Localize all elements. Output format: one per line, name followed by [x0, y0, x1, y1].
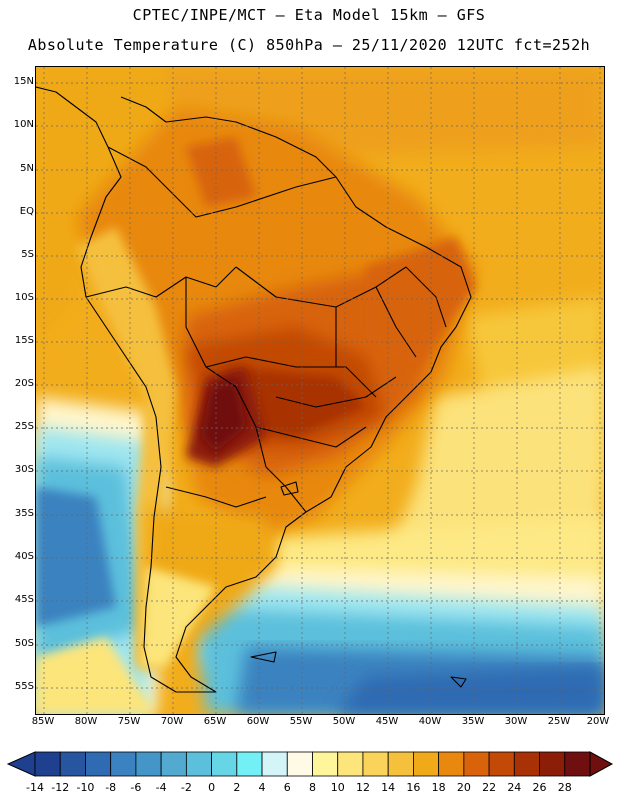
lat-label: 5N [20, 163, 34, 174]
lat-label: 10S [14, 292, 34, 303]
colorbar-swatch [85, 751, 112, 777]
colorbar-tick-label: 14 [381, 781, 396, 794]
colorbar-min-arrow [6, 751, 36, 777]
lat-label: EQ [19, 206, 34, 217]
colorbar-swatch [59, 751, 86, 777]
colorbar-tick-label: 0 [208, 781, 216, 794]
colorbar-swatch [34, 751, 61, 777]
colorbar-tick-label: 4 [258, 781, 266, 794]
colorbar-tick-label: -4 [155, 781, 167, 794]
lon-label: 40W [418, 716, 442, 727]
colorbar-swatch [185, 751, 212, 777]
lat-label: 45S [14, 594, 34, 605]
temperature-field [36, 67, 604, 714]
colorbar-swatch [564, 751, 591, 777]
colorbar-tick-label: -12 [51, 781, 70, 794]
lon-label: 55W [289, 716, 313, 727]
colorbar-swatch [211, 751, 238, 777]
colorbar-tick-label: 24 [507, 781, 522, 794]
colorbar-tick-label: 28 [557, 781, 572, 794]
colorbar-swatch [160, 751, 187, 777]
colorbar-swatch [362, 751, 389, 777]
lat-label: 15N [13, 76, 34, 87]
lon-label: 25W [547, 716, 571, 727]
lat-label: 15S [14, 335, 34, 346]
colorbar-swatch [261, 751, 288, 777]
colorbar-tick-label: 12 [355, 781, 370, 794]
map-subtitle: Absolute Temperature (C) 850hPa – 25/11/… [27, 36, 591, 54]
lon-label: 85W [31, 716, 55, 727]
lon-label: 20W [586, 716, 610, 727]
lon-label: 45W [375, 716, 399, 727]
lat-label: 25S [14, 421, 34, 432]
lat-label: 40S [14, 551, 34, 562]
lat-label: 55S [14, 681, 34, 692]
colorbar-tick-label: 2 [233, 781, 241, 794]
colorbar-swatch [286, 751, 313, 777]
colorbar-max-arrow [589, 751, 614, 777]
colorbar-swatch [539, 751, 566, 777]
colorbar-tick-label: 6 [283, 781, 291, 794]
colorbar-swatch [438, 751, 465, 777]
colorbar-tick-label: -14 [26, 781, 44, 794]
colorbar-swatch [236, 751, 263, 777]
colorbar-swatch [135, 751, 162, 777]
lon-label: 35W [461, 716, 485, 727]
map-title: CPTEC/INPE/MCT – Eta Model 15km – GFS [132, 6, 486, 24]
lon-label: 70W [160, 716, 184, 727]
lon-label: 80W [74, 716, 98, 727]
lat-label: 5S [21, 249, 34, 260]
colorbar-swatch [488, 751, 515, 777]
colorbar-tick-label: 20 [456, 781, 471, 794]
temperature-map [35, 66, 605, 715]
colorbar-swatch [387, 751, 414, 777]
colorbar-swatch [312, 751, 339, 777]
colorbar-tick-label: -6 [130, 781, 142, 794]
colorbar-swatch [513, 751, 540, 777]
lon-label: 30W [504, 716, 528, 727]
colorbar-swatch [337, 751, 364, 777]
colorbar-tick-label: 16 [406, 781, 421, 794]
colorbar-swatch [413, 751, 440, 777]
colorbar-tick-label: 26 [532, 781, 547, 794]
colorbar-tick-label: 22 [482, 781, 497, 794]
colorbar [6, 751, 614, 777]
lon-label: 60W [246, 716, 270, 727]
lat-label: 35S [14, 508, 34, 519]
colorbar-tick-label: -2 [180, 781, 192, 794]
colorbar-tick-label: 10 [330, 781, 345, 794]
lon-label: 50W [332, 716, 356, 727]
colorbar-swatch [463, 751, 490, 777]
lat-label: 10N [13, 119, 34, 130]
lat-label: 20S [14, 378, 34, 389]
colorbar-swatch [110, 751, 137, 777]
lat-label: 30S [14, 464, 34, 475]
lon-label: 65W [203, 716, 227, 727]
lon-label: 75W [117, 716, 141, 727]
lat-label: 50S [14, 638, 34, 649]
colorbar-tick-label: 18 [431, 781, 446, 794]
colorbar-tick-label: -10 [76, 781, 95, 794]
colorbar-tick-label: -8 [105, 781, 117, 794]
colorbar-tick-label: 8 [309, 781, 316, 794]
